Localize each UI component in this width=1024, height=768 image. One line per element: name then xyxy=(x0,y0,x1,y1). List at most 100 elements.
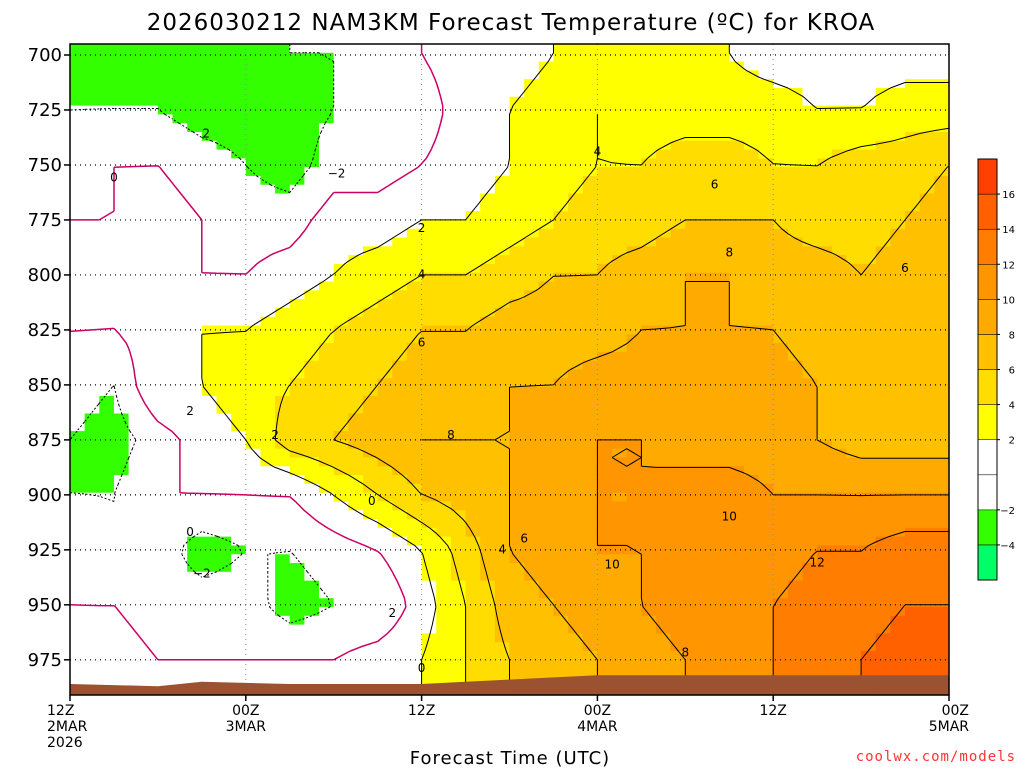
temperature-cell xyxy=(260,140,276,151)
temperature-cell xyxy=(348,316,364,327)
temperature-cell xyxy=(861,61,877,71)
temperature-cell xyxy=(612,483,628,494)
temperature-cell xyxy=(787,70,804,80)
temperature-cell xyxy=(729,70,745,80)
temperature-cell xyxy=(245,149,262,159)
temperature-cell xyxy=(846,527,862,538)
temperature-cell xyxy=(480,642,496,652)
temperature-cell xyxy=(553,299,569,309)
temperature-cell xyxy=(363,290,379,300)
temperature-cell xyxy=(553,87,569,98)
temperature-cell xyxy=(846,61,862,71)
temperature-cell xyxy=(612,615,628,626)
temperature-cell xyxy=(231,378,247,388)
temperature-cell xyxy=(670,571,686,582)
temperature-cell xyxy=(875,378,891,388)
temperature-cell xyxy=(743,448,760,459)
temperature-cell xyxy=(656,79,672,89)
temperature-cell xyxy=(934,395,950,406)
temperature-cell xyxy=(568,659,584,670)
temperature-cell xyxy=(802,228,818,239)
temperature-cell xyxy=(70,307,86,318)
temperature-cell xyxy=(348,52,364,63)
temperature-cell xyxy=(861,624,877,635)
temperature-cell xyxy=(377,510,393,520)
temperature-cell xyxy=(685,44,701,54)
temperature-cell xyxy=(363,219,379,230)
temperature-cell xyxy=(538,211,555,221)
temperature-cell xyxy=(699,79,716,89)
temperature-cell xyxy=(626,52,642,63)
temperature-cell xyxy=(392,510,408,520)
temperature-cell xyxy=(729,114,745,124)
temperature-cell xyxy=(802,131,818,142)
temperature-cell xyxy=(392,387,408,397)
temperature-cell xyxy=(494,96,511,107)
temperature-cell xyxy=(187,360,203,371)
temperature-cell xyxy=(436,52,452,63)
temperature-cell xyxy=(348,492,364,503)
temperature-cell xyxy=(538,70,555,80)
temperature-cell xyxy=(685,624,701,635)
temperature-cell xyxy=(538,96,555,107)
temperature-cell xyxy=(172,651,188,661)
temperature-cell xyxy=(553,633,569,643)
temperature-cell xyxy=(392,369,408,379)
temperature-cell xyxy=(157,580,174,591)
temperature-cell xyxy=(113,131,130,142)
temperature-cell xyxy=(245,580,262,591)
temperature-cell xyxy=(333,615,349,626)
temperature-cell xyxy=(128,589,144,599)
temperature-cell xyxy=(802,211,818,221)
temperature-cell xyxy=(670,536,686,547)
temperature-cell xyxy=(699,607,716,617)
temperature-cell xyxy=(99,554,115,564)
temperature-cell xyxy=(787,52,804,63)
temperature-cell xyxy=(773,316,789,327)
temperature-cell xyxy=(875,607,891,617)
temperature-cell xyxy=(494,307,511,318)
temperature-cell xyxy=(641,492,657,503)
temperature-cell xyxy=(641,378,657,388)
temperature-cell xyxy=(421,580,437,591)
temperature-cell xyxy=(99,219,115,230)
temperature-cell xyxy=(773,483,789,494)
temperature-cell xyxy=(245,307,262,318)
temperature-cell xyxy=(743,255,760,265)
temperature-cell xyxy=(289,211,305,221)
y-tick-label: 825 xyxy=(28,320,62,341)
temperature-cell xyxy=(216,589,232,599)
temperature-cell xyxy=(450,167,467,177)
temperature-cell xyxy=(392,272,408,283)
temperature-cell xyxy=(685,492,701,503)
temperature-cell xyxy=(406,527,423,538)
temperature-cell xyxy=(172,510,188,520)
temperature-cell xyxy=(201,360,218,371)
temperature-cell xyxy=(699,545,716,555)
temperature-cell xyxy=(670,378,686,388)
temperature-cell xyxy=(626,642,642,652)
temperature-cell xyxy=(465,131,481,142)
temperature-cell xyxy=(743,527,760,538)
temperature-cell xyxy=(817,387,833,397)
temperature-cell xyxy=(831,316,848,327)
temperature-cell xyxy=(216,246,232,256)
temperature-cell xyxy=(846,272,862,283)
temperature-cell xyxy=(406,281,423,291)
temperature-cell xyxy=(70,439,86,450)
temperature-cell xyxy=(905,343,921,353)
temperature-cell xyxy=(861,387,877,397)
temperature-cell xyxy=(172,659,188,670)
temperature-cell xyxy=(831,255,848,265)
temperature-cell xyxy=(187,378,203,388)
temperature-cell xyxy=(553,255,569,265)
temperature-cell xyxy=(436,167,452,177)
temperature-cell xyxy=(319,246,335,256)
temperature-cell xyxy=(333,255,349,265)
temperature-cell xyxy=(392,184,408,195)
temperature-cell xyxy=(758,149,774,159)
temperature-cell xyxy=(421,404,437,415)
temperature-cell xyxy=(817,563,833,573)
temperature-cell xyxy=(817,299,833,309)
